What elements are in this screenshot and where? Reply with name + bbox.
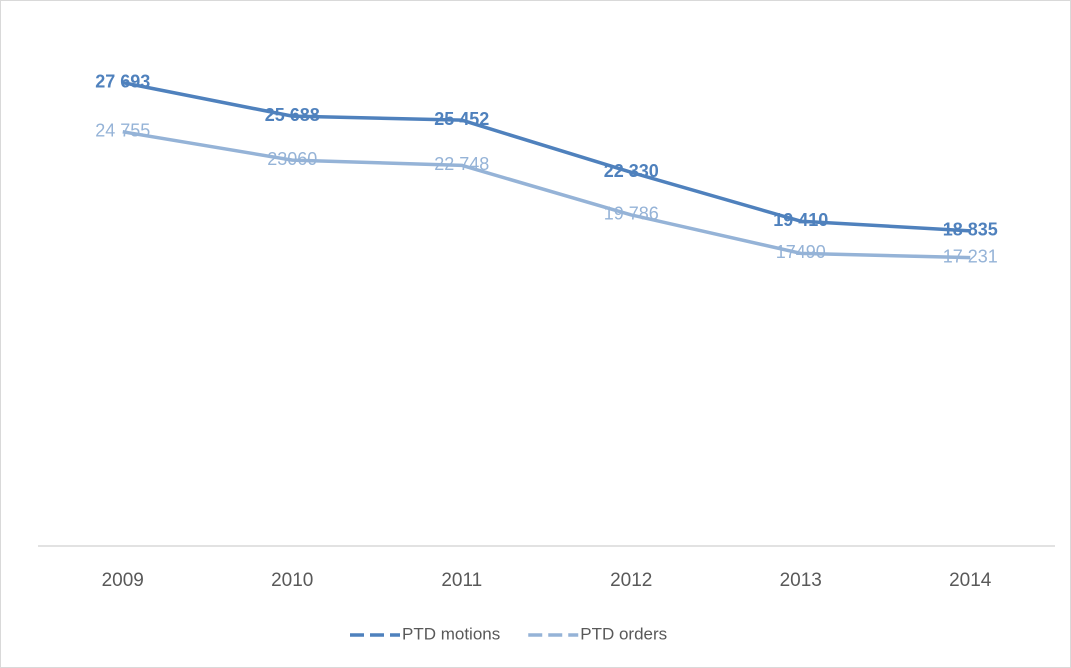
data-label: 25 688: [265, 105, 320, 125]
x-tick-label: 2013: [780, 570, 822, 591]
data-label: 23060: [267, 149, 317, 169]
series-line: [122, 130, 971, 260]
x-tick-label: 2009: [102, 570, 144, 591]
x-tick-label: 2014: [949, 570, 992, 591]
data-label: 18 835: [943, 220, 998, 240]
legend-label: PTD motions: [402, 624, 500, 643]
data-label: 17 231: [943, 246, 998, 266]
x-tick-label: 2012: [610, 570, 652, 591]
data-label: 22 748: [434, 154, 489, 174]
data-label: 17490: [776, 242, 826, 262]
data-label: 19 786: [604, 204, 659, 224]
data-label: 27 693: [95, 71, 150, 91]
data-label: 22 330: [604, 161, 659, 181]
data-label: 25 452: [434, 109, 489, 129]
x-tick-label: 2010: [271, 570, 313, 591]
data-label: 19 410: [773, 210, 828, 230]
x-tick-label: 2011: [441, 570, 482, 591]
data-label: 24 755: [95, 121, 150, 141]
legend-label: PTD orders: [580, 624, 667, 643]
series-line: [122, 80, 971, 233]
